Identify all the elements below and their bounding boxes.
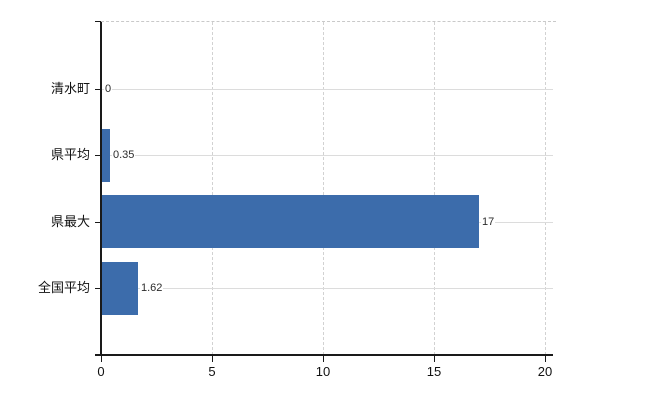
x-axis-tick — [101, 356, 102, 362]
x-axis-tick-label: 10 — [315, 364, 331, 379]
y-axis-tick — [95, 89, 101, 90]
x-axis-tick-label: 0 — [97, 364, 105, 379]
gridline-vertical — [434, 22, 435, 355]
plot-top-border — [101, 21, 556, 22]
bar — [102, 195, 479, 248]
y-axis-tick — [95, 155, 101, 156]
x-axis-tick — [545, 356, 546, 362]
gridline-vertical — [323, 22, 324, 355]
value-label: 17 — [481, 216, 496, 229]
category-label: 清水町 — [50, 81, 90, 96]
category-label: 全国平均 — [37, 280, 90, 295]
x-axis-line — [95, 354, 553, 356]
gridline-horizontal — [101, 288, 553, 289]
y-axis-line — [100, 22, 102, 355]
value-label: 1.62 — [140, 282, 164, 295]
y-axis-tick — [95, 222, 101, 223]
x-axis-tick-label: 5 — [208, 364, 216, 379]
x-axis-tick — [434, 356, 435, 362]
gridline-vertical — [212, 22, 213, 355]
value-label: 0.35 — [112, 149, 136, 162]
x-axis-tick-label: 15 — [426, 364, 442, 379]
x-axis-tick — [323, 356, 324, 362]
value-label: 0 — [104, 83, 113, 96]
x-axis-tick — [212, 356, 213, 362]
category-label: 県平均 — [50, 147, 90, 162]
y-axis-tick — [95, 21, 101, 22]
gridline-horizontal — [101, 155, 553, 156]
y-axis-tick — [95, 288, 101, 289]
category-label: 県最大 — [50, 214, 90, 229]
gridline-horizontal — [101, 89, 553, 90]
bar — [102, 262, 138, 315]
x-axis-tick-label: 20 — [537, 364, 553, 379]
gridline-vertical — [545, 22, 546, 355]
bar — [102, 129, 110, 182]
